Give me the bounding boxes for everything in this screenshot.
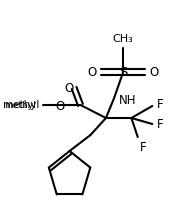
Text: methyl: methyl [4, 100, 36, 110]
Text: methyl: methyl [3, 100, 40, 110]
Text: CH₃: CH₃ [113, 34, 134, 44]
Text: NH: NH [119, 94, 136, 107]
Text: F: F [140, 141, 146, 154]
Text: O: O [55, 100, 64, 112]
Text: O: O [150, 66, 159, 79]
Text: F: F [157, 99, 163, 112]
Text: S: S [119, 66, 127, 79]
Text: O: O [64, 82, 73, 94]
Text: O: O [88, 66, 97, 79]
Text: F: F [157, 118, 163, 132]
